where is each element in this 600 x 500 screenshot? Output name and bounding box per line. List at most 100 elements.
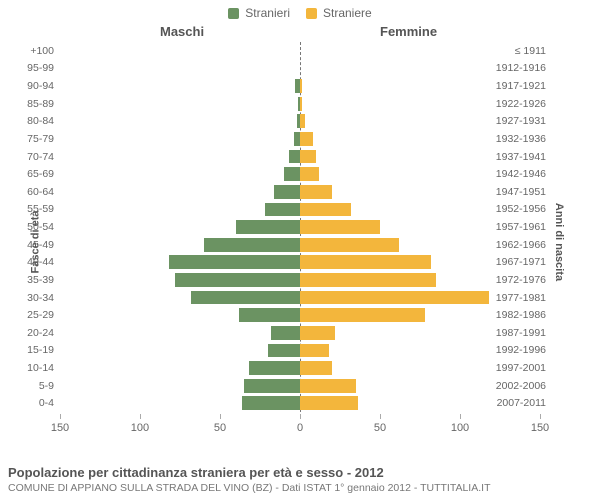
bar-female <box>300 255 431 269</box>
x-tick-label: 50 <box>214 422 226 434</box>
pyramid-row: 55-591952-1956 <box>60 201 540 219</box>
bar-male <box>268 344 300 358</box>
x-tick-mark <box>540 414 541 419</box>
x-tick-mark <box>460 414 461 419</box>
pyramid-row: 90-941917-1921 <box>60 77 540 95</box>
legend-item-male: Stranieri <box>228 6 290 20</box>
bar-male <box>249 361 300 375</box>
pyramid-row: 15-191992-1996 <box>60 342 540 360</box>
bar-zone <box>60 165 540 183</box>
bar-male <box>169 255 300 269</box>
chart-rows: 100+≤ 191195-991912-191690-941917-192185… <box>60 42 540 412</box>
bar-female <box>300 167 319 181</box>
x-tick-label: 100 <box>451 422 469 434</box>
legend: Stranieri Straniere <box>0 0 600 20</box>
footer: Popolazione per cittadinanza straniera p… <box>8 465 592 494</box>
pyramid-row: 20-241987-1991 <box>60 324 540 342</box>
bar-female <box>300 185 332 199</box>
bar-male <box>274 185 300 199</box>
pyramid-row: 10-141997-2001 <box>60 359 540 377</box>
legend-label-female: Straniere <box>323 6 372 20</box>
x-tick-mark <box>220 414 221 419</box>
bar-female <box>300 132 313 146</box>
bar-female <box>300 273 436 287</box>
bar-zone <box>60 342 540 360</box>
x-tick-mark <box>380 414 381 419</box>
bar-zone <box>60 183 540 201</box>
bar-zone <box>60 95 540 113</box>
header-female: Femmine <box>380 24 437 39</box>
bar-male <box>236 220 300 234</box>
pyramid-row: 85-891922-1926 <box>60 95 540 113</box>
bar-female <box>300 150 316 164</box>
bar-zone <box>60 42 540 60</box>
bar-zone <box>60 201 540 219</box>
legend-swatch-female <box>306 8 317 19</box>
column-headers: Maschi Femmine <box>0 20 600 42</box>
bar-female <box>300 361 332 375</box>
pyramid-row: 100+≤ 1911 <box>60 42 540 60</box>
header-male: Maschi <box>160 24 204 39</box>
bar-female <box>300 326 335 340</box>
bar-female <box>300 220 380 234</box>
bar-male <box>289 150 300 164</box>
x-tick-mark <box>140 414 141 419</box>
bar-zone <box>60 113 540 131</box>
bar-zone <box>60 60 540 78</box>
bar-zone <box>60 236 540 254</box>
pyramid-row: 50-541957-1961 <box>60 218 540 236</box>
pyramid-row: 35-391972-1976 <box>60 271 540 289</box>
pyramid-row: 5-92002-2006 <box>60 377 540 395</box>
bar-male <box>191 291 300 305</box>
bar-zone <box>60 359 540 377</box>
pyramid-row: 75-791932-1936 <box>60 130 540 148</box>
bar-female <box>300 291 489 305</box>
pyramid-row: 95-991912-1916 <box>60 60 540 78</box>
bar-zone <box>60 254 540 272</box>
bar-zone <box>60 395 540 413</box>
x-tick-label: 100 <box>131 422 149 434</box>
bar-female <box>300 79 302 93</box>
bar-zone <box>60 324 540 342</box>
bar-male <box>284 167 300 181</box>
legend-item-female: Straniere <box>306 6 372 20</box>
pyramid-row: 45-491962-1966 <box>60 236 540 254</box>
pyramid-row: 0-42007-2011 <box>60 395 540 413</box>
bar-female <box>300 308 425 322</box>
pyramid-row: 30-341977-1981 <box>60 289 540 307</box>
bar-zone <box>60 306 540 324</box>
pyramid-row: 65-691942-1946 <box>60 165 540 183</box>
bar-zone <box>60 218 540 236</box>
pyramid-chart-root: Stranieri Straniere Maschi Femmine Fasce… <box>0 0 600 500</box>
bar-male <box>239 308 300 322</box>
bar-female <box>300 203 351 217</box>
bar-zone <box>60 148 540 166</box>
y-axis-title-right: Anni di nascita <box>553 203 565 281</box>
bar-zone <box>60 130 540 148</box>
bar-zone <box>60 271 540 289</box>
bar-male <box>244 379 300 393</box>
pyramid-row: 80-841927-1931 <box>60 113 540 131</box>
bar-male <box>242 396 300 410</box>
pyramid-row: 40-441967-1971 <box>60 254 540 272</box>
x-tick-label: 150 <box>51 422 69 434</box>
bar-female <box>300 379 356 393</box>
legend-swatch-male <box>228 8 239 19</box>
bar-female <box>300 114 305 128</box>
pyramid-row: 25-291982-1986 <box>60 306 540 324</box>
bar-zone <box>60 289 540 307</box>
x-axis: 15010050050100150 <box>60 414 540 442</box>
footer-subtitle: COMUNE DI APPIANO SULLA STRADA DEL VINO … <box>8 482 592 494</box>
x-tick-mark <box>60 414 61 419</box>
x-tick-label: 0 <box>297 422 303 434</box>
bar-female <box>300 238 399 252</box>
x-tick-label: 50 <box>374 422 386 434</box>
x-tick-mark <box>300 414 301 419</box>
footer-title: Popolazione per cittadinanza straniera p… <box>8 465 592 480</box>
bar-male <box>265 203 300 217</box>
bar-zone <box>60 377 540 395</box>
bar-female <box>300 396 358 410</box>
x-tick-label: 150 <box>531 422 549 434</box>
bar-male <box>204 238 300 252</box>
bar-male <box>271 326 300 340</box>
